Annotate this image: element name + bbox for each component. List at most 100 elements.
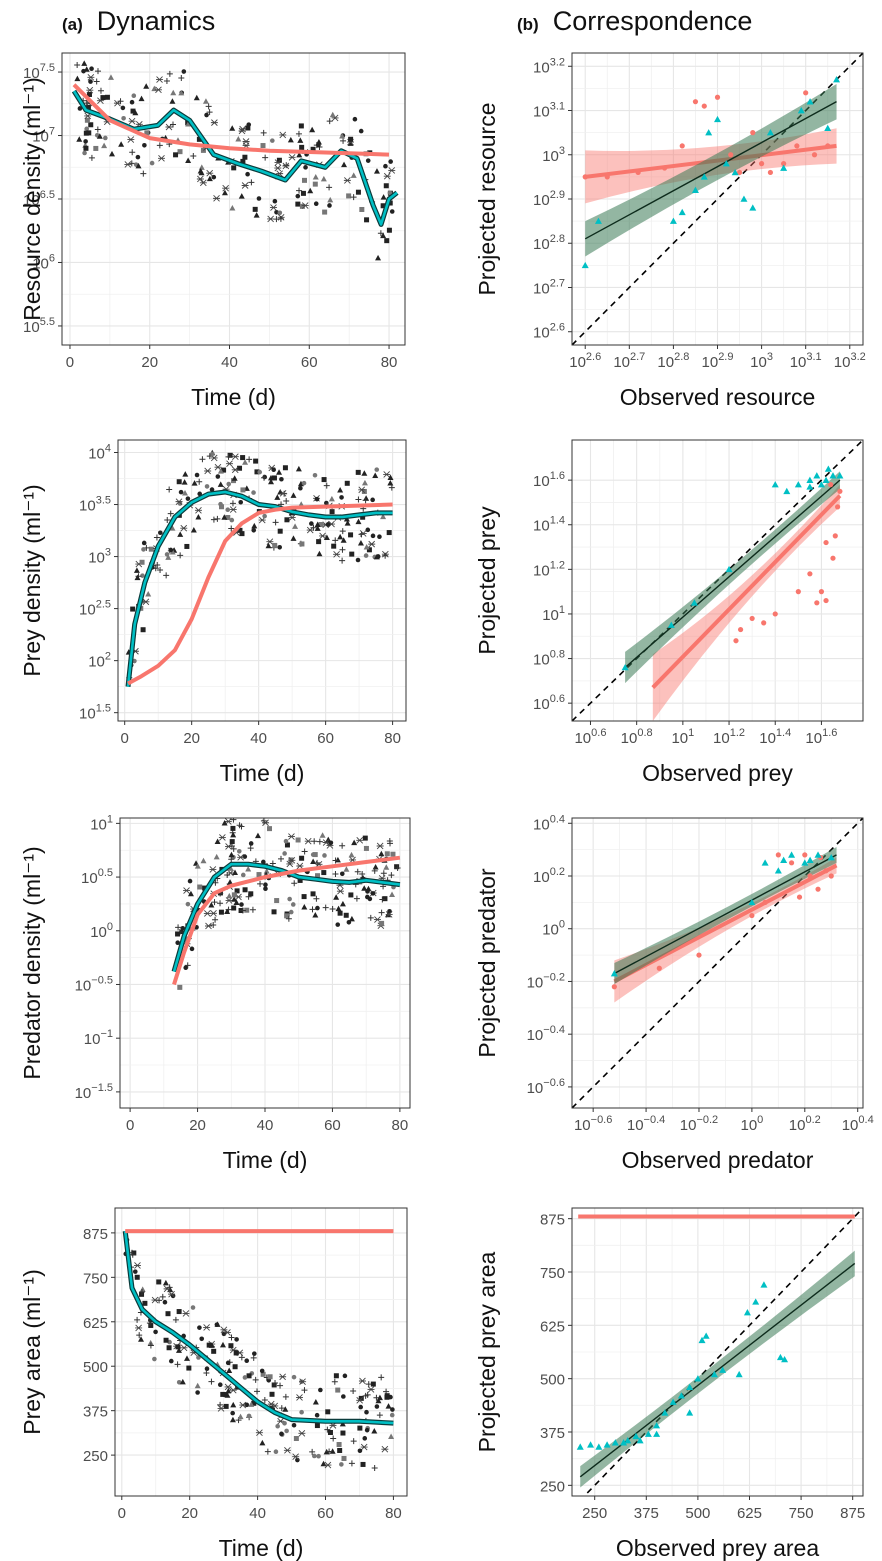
observation-point — [326, 118, 333, 125]
observation-point — [262, 819, 270, 827]
observation-point — [184, 543, 190, 549]
observation-point — [218, 501, 223, 507]
fit-line-green — [613, 854, 837, 975]
observation-point — [314, 496, 320, 502]
observation-point — [129, 99, 135, 105]
observation-point — [259, 1368, 265, 1374]
data-point-teal — [653, 1422, 661, 1429]
y-axis-label: Projected prey area — [474, 1251, 500, 1452]
observation-point — [287, 833, 295, 840]
plot-area — [572, 53, 863, 345]
x-axis-label: Time (d) — [223, 1147, 308, 1173]
observation-point — [312, 181, 318, 187]
observation-point — [185, 496, 191, 501]
observation-point — [104, 94, 110, 100]
observation-point — [277, 545, 282, 550]
observation-point — [251, 527, 257, 533]
observation-point — [174, 1361, 181, 1368]
fit-band-green — [614, 847, 837, 985]
observation-point — [272, 1380, 279, 1387]
observation-point — [355, 189, 361, 195]
y-tick-label: 100.2 — [533, 866, 565, 886]
observation-point — [249, 906, 256, 913]
observation-point — [204, 484, 210, 489]
observation-point — [86, 86, 94, 94]
observation-point — [360, 1461, 366, 1467]
observation-point — [329, 906, 336, 913]
observation-point — [190, 1305, 196, 1310]
observation-point — [158, 530, 163, 536]
fit-band-green — [580, 1250, 855, 1488]
observation-point — [248, 1401, 255, 1407]
observation-point — [309, 906, 316, 913]
observation-point — [344, 480, 350, 486]
observation-point — [339, 546, 346, 553]
data-point-teal — [667, 621, 675, 628]
observation-point — [299, 855, 305, 861]
observation-point — [312, 174, 319, 180]
observation-point — [301, 904, 308, 910]
observation-point — [324, 1426, 331, 1433]
observation-point — [130, 606, 136, 612]
observation-point — [166, 70, 173, 77]
data-point-red — [823, 868, 829, 874]
observation-point — [214, 1322, 220, 1327]
observation-point — [153, 1329, 158, 1335]
observation-point — [82, 150, 87, 156]
observation-point — [169, 121, 176, 128]
observation-point — [379, 896, 386, 903]
observation-point — [263, 886, 268, 892]
y-tick-label: 103.1 — [533, 101, 565, 121]
observation-point — [311, 838, 318, 845]
observation-point — [370, 497, 375, 503]
observation-point — [279, 1431, 284, 1437]
observation-point — [322, 209, 328, 215]
observation-point — [363, 495, 370, 501]
data-point-red — [825, 143, 831, 149]
observation-point — [138, 95, 145, 102]
observation-point — [120, 105, 126, 111]
observation-point — [337, 1447, 343, 1453]
observation-point — [244, 1402, 250, 1408]
data-point-teal — [661, 1409, 669, 1416]
y-tick-label: 625 — [540, 1318, 565, 1335]
observation-point — [153, 534, 160, 541]
observation-point — [387, 479, 394, 486]
observation-point — [355, 469, 361, 475]
observation-point — [260, 143, 266, 149]
observation-point — [217, 1401, 224, 1408]
observation-point — [135, 154, 141, 160]
observation-point — [310, 146, 316, 152]
data-point-teal — [700, 173, 708, 180]
data-point-teal — [621, 663, 629, 671]
observation-point — [244, 1358, 250, 1364]
data-point-red — [830, 555, 836, 561]
observation-point — [330, 1435, 337, 1442]
y-tick-label: 250 — [83, 1448, 108, 1465]
y-tick-label: 875 — [540, 1212, 565, 1229]
observation-point — [389, 209, 395, 214]
observation-point — [339, 900, 346, 907]
observation-point — [128, 160, 135, 167]
y-tick-label: 102.7 — [533, 277, 565, 297]
observation-point — [297, 877, 303, 883]
data-point-red — [823, 597, 829, 604]
x-axis-label: Time (d) — [219, 1535, 304, 1561]
y-tick-label: 875 — [83, 1226, 108, 1243]
observation-point — [148, 546, 154, 552]
observation-point — [298, 1429, 306, 1437]
observation-point — [298, 485, 303, 491]
y-tick-label: 100 — [90, 921, 113, 941]
observation-point — [220, 1391, 226, 1397]
observation-point — [274, 494, 281, 500]
observation-point — [299, 203, 305, 209]
observation-point — [327, 203, 332, 208]
observation-point — [259, 1439, 266, 1446]
observation-point — [290, 535, 297, 541]
observation-point — [132, 109, 139, 116]
observation-point — [295, 201, 301, 207]
observation-point — [246, 1413, 252, 1419]
observation-point — [204, 467, 212, 475]
observation-point — [94, 126, 101, 133]
observation-point — [335, 905, 342, 912]
